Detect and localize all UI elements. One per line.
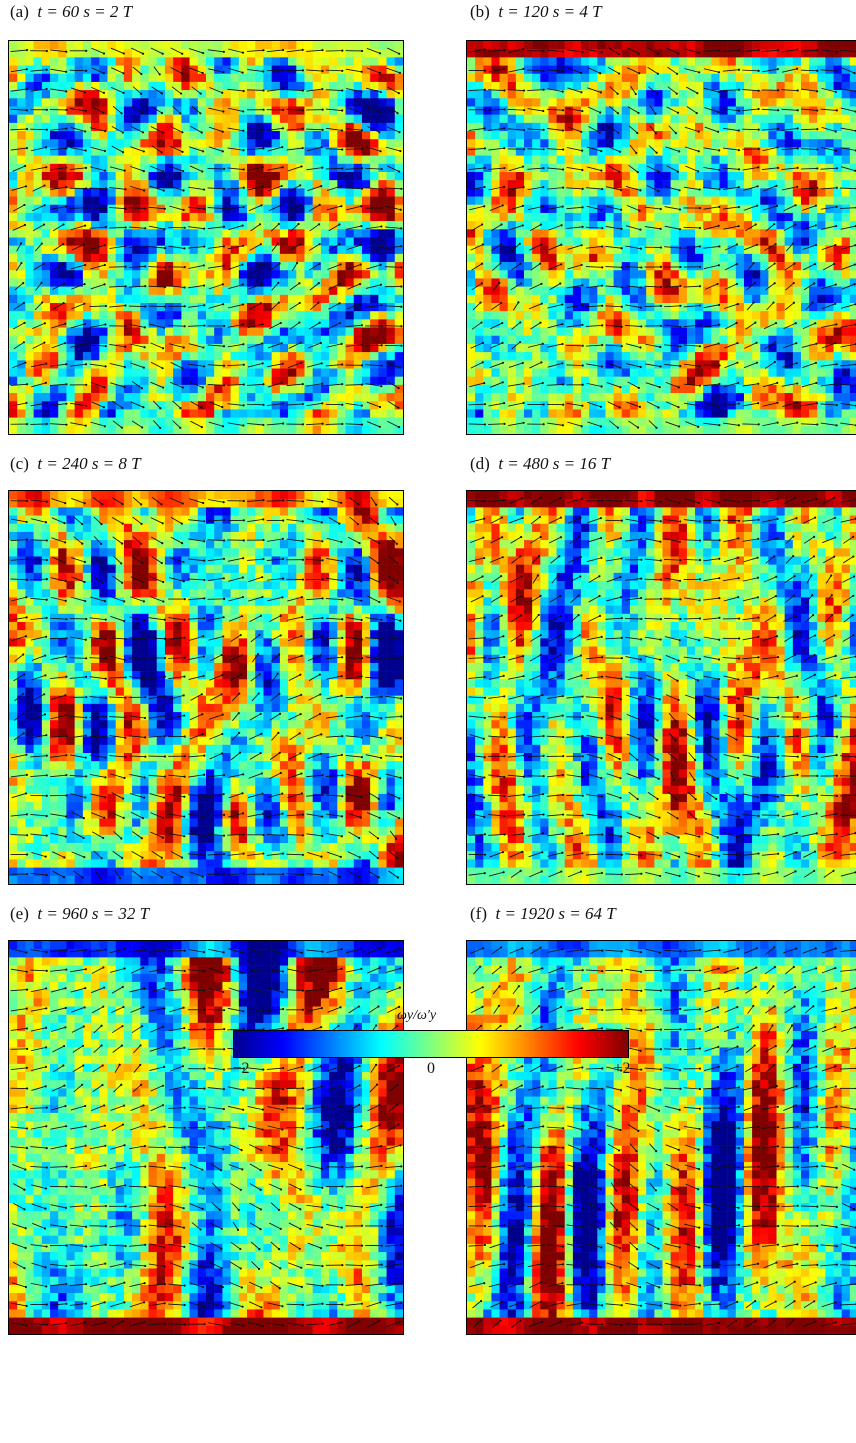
panel-d-plot — [466, 490, 856, 885]
panel-a-plot — [8, 40, 404, 435]
vorticity-field-e — [9, 941, 403, 1334]
vorticity-field-b — [467, 41, 856, 434]
vorticity-field-c — [9, 491, 403, 884]
panel-a-caption: (a) t = 60 s = 2 T — [10, 2, 133, 21]
colorbar-tick-min: −2 — [232, 1060, 250, 1077]
vorticity-field-d — [467, 491, 856, 884]
panel-d-caption: (d) t = 480 s = 16 T — [470, 454, 611, 473]
panel-f-caption: (f) t = 1920 s = 64 T — [470, 904, 616, 923]
colorbar — [233, 1030, 629, 1058]
panel-b-plot — [466, 40, 856, 435]
colorbar-tick-zero: 0 — [427, 1060, 435, 1077]
panel-c-caption: (c) t = 240 s = 8 T — [10, 454, 141, 473]
colorbar-tick-max: +2 — [613, 1060, 631, 1077]
panel-b-caption: (b) t = 120 s = 4 T — [470, 2, 602, 21]
panel-c-plot — [8, 490, 404, 885]
colorbar-label: ωy/ω′y — [397, 1008, 437, 1023]
vorticity-field-f — [467, 941, 856, 1334]
vorticity-field-a — [9, 41, 403, 434]
panel-e-plot — [8, 940, 404, 1335]
panel-f-plot — [466, 940, 856, 1335]
panel-e-caption: (e) t = 960 s = 32 T — [10, 904, 150, 923]
